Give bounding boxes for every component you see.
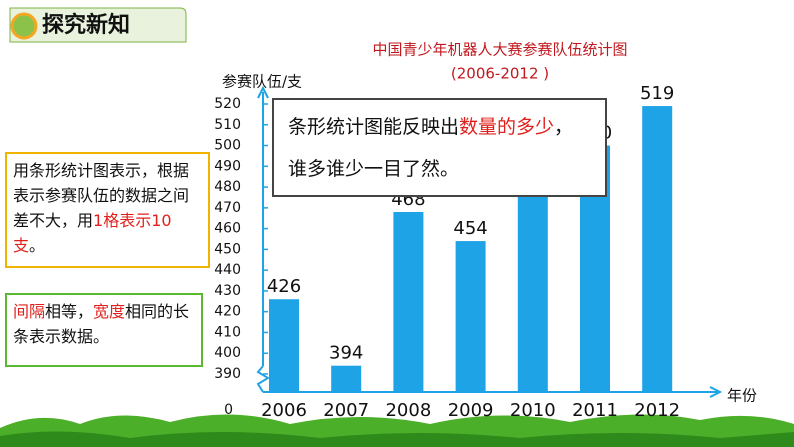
y-tick-label: 440 <box>214 262 241 278</box>
axis-break <box>256 365 270 393</box>
y-tick-label: 480 <box>214 179 241 195</box>
note-text: 。 <box>29 236 46 255</box>
value-label: 394 <box>329 343 363 364</box>
note-highlight: 间隔 <box>13 302 46 321</box>
x-tick-label: 2010 <box>510 400 556 421</box>
x-tick-label: 2012 <box>634 400 680 421</box>
header-tab <box>9 7 187 43</box>
y-tick-label: 390 <box>214 366 241 382</box>
note-text: 相等， <box>45 302 94 321</box>
value-label: 426 <box>267 276 301 297</box>
chart-subtitle: (2006-2012 ) <box>451 65 549 83</box>
y-tick-label: 0 <box>224 402 233 418</box>
grass <box>0 431 794 447</box>
chart-title: 中国青少年机器人大赛参赛队伍统计图 <box>372 41 627 59</box>
x-axis-label: 年份 <box>727 387 757 405</box>
y-tick-label: 420 <box>214 304 241 320</box>
note-highlight: 1格表示10支 <box>13 211 172 255</box>
x-tick-label: 2011 <box>572 400 618 421</box>
note-text: 用条形统计图表示，根据表示参赛队伍的数据之间差不大，用 <box>13 161 190 230</box>
x-tick-label: 2006 <box>261 400 307 421</box>
y-tick-label: 450 <box>214 241 241 257</box>
callout-text: ，谁多谁少一目了然。 <box>288 116 574 180</box>
y-tick-label: 470 <box>214 200 241 216</box>
note-box: 用条形统计图表示，根据表示参赛队伍的数据之间差不大，用1格表示10支。 <box>5 152 210 268</box>
callout-text: 条形统计图能反映出 <box>288 116 460 138</box>
bar <box>331 365 362 392</box>
value-label: 454 <box>453 218 487 239</box>
y-tick-label: 510 <box>214 117 241 133</box>
value-label: 519 <box>640 83 674 104</box>
y-axis-arrow <box>257 85 269 99</box>
y-tick-label: 400 <box>214 345 241 361</box>
x-tick-label: 2009 <box>448 400 494 421</box>
callout-box: 条形统计图能反映出数量的多少，谁多谁少一目了然。 <box>272 98 607 197</box>
y-tick-label: 490 <box>214 158 241 174</box>
y-axis-label: 参赛队伍/支 <box>222 73 302 91</box>
note-box: 间隔相等，宽度相同的长条表示数据。 <box>5 293 203 367</box>
bar <box>393 212 424 392</box>
x-tick-label: 2007 <box>323 400 369 421</box>
y-tick-label: 410 <box>214 324 241 340</box>
y-tick-label: 520 <box>214 96 241 112</box>
x-axis-arrow <box>709 386 723 398</box>
header-icon <box>10 12 38 40</box>
note-text: 相同的长条表示数据。 <box>13 302 190 346</box>
y-tick-label: 430 <box>214 283 241 299</box>
header-title: 探究新知 <box>42 12 130 38</box>
x-tick-label: 2008 <box>385 400 431 421</box>
callout-highlight: 数量的多少 <box>459 116 555 138</box>
bar <box>642 106 673 393</box>
bar <box>269 299 299 392</box>
note-highlight: 宽度 <box>93 302 126 321</box>
bar <box>455 241 486 392</box>
y-tick-label: 500 <box>214 138 241 154</box>
y-tick-label: 460 <box>214 221 241 237</box>
